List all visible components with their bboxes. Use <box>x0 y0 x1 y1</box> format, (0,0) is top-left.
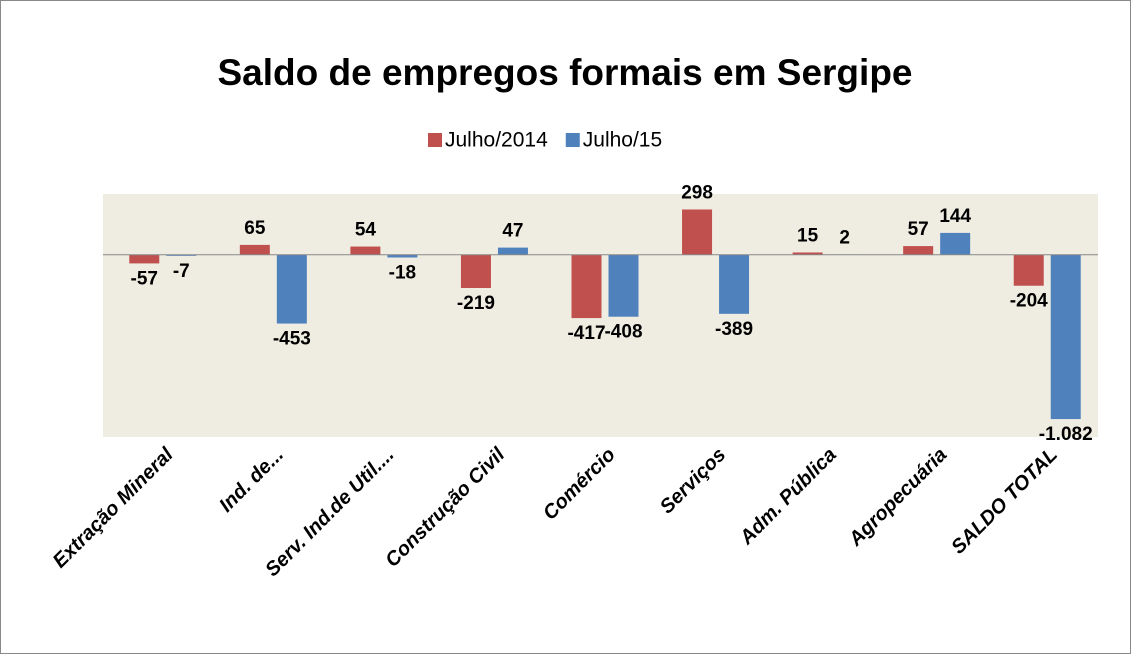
data-label: -204 <box>1010 291 1048 312</box>
data-label: 15 <box>797 225 819 246</box>
bar <box>498 248 528 255</box>
data-label: -417 <box>567 323 605 344</box>
data-label: -453 <box>273 329 311 350</box>
bar <box>719 255 749 314</box>
data-label: -7 <box>173 261 190 282</box>
data-label: 298 <box>681 183 713 204</box>
data-label: 57 <box>908 219 929 240</box>
data-label: -57 <box>131 268 158 289</box>
bar <box>240 245 270 255</box>
bar <box>129 255 159 264</box>
data-label: -389 <box>715 319 753 340</box>
chart-title: Saldo de empregos formais em Sergipe <box>218 52 913 93</box>
bar <box>903 246 933 255</box>
data-label: -1.082 <box>1039 424 1093 445</box>
bar <box>1051 255 1081 419</box>
data-label: 54 <box>355 220 377 241</box>
bar <box>461 255 491 288</box>
data-label: 144 <box>939 206 971 227</box>
data-label: -219 <box>457 293 495 314</box>
data-label: -18 <box>389 262 416 283</box>
data-label: 2 <box>839 227 850 248</box>
bar <box>609 255 639 317</box>
data-label: -408 <box>604 322 642 343</box>
data-label: 47 <box>502 221 523 242</box>
bar <box>1014 255 1044 286</box>
legend-swatch <box>428 133 442 147</box>
legend-label: Julho/2014 <box>445 129 548 152</box>
bar <box>277 255 307 324</box>
bar <box>940 233 970 255</box>
legend-swatch <box>566 133 580 147</box>
bar <box>572 255 602 318</box>
legend-label: Julho/15 <box>583 129 662 152</box>
bar <box>350 247 380 255</box>
data-label: 65 <box>244 218 266 239</box>
bar <box>682 209 712 254</box>
